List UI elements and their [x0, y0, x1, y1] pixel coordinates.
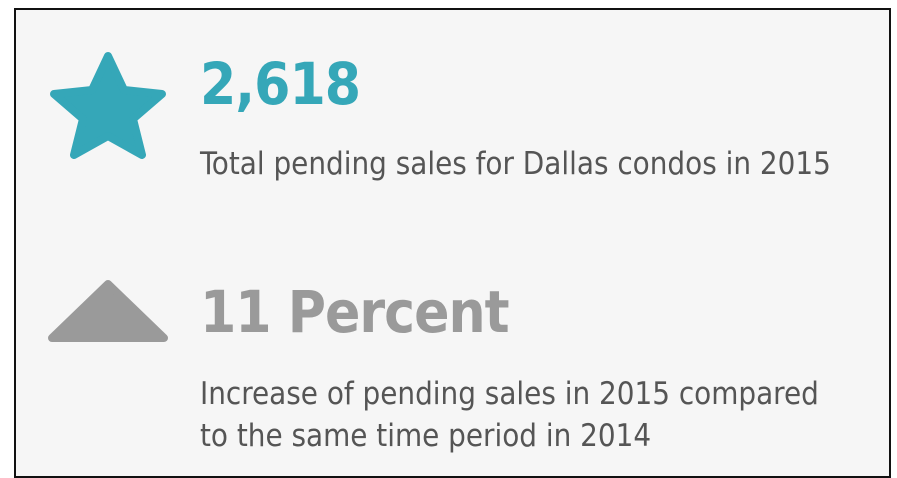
up-arrow-icon [48, 280, 168, 342]
page: {"stats": [ {"value": "2,618", "descript… [14, 8, 891, 478]
stat-value: 11 Percent [200, 278, 510, 346]
stats-panel: 2,618 Total pending sales for Dallas con… [14, 8, 891, 478]
star-icon [50, 52, 166, 159]
stat-value: 2,618 [200, 50, 361, 118]
stat-description: Total pending sales for Dallas condos in… [200, 146, 831, 182]
stat-description: Increase of pending sales in 2015 compar… [200, 376, 819, 454]
